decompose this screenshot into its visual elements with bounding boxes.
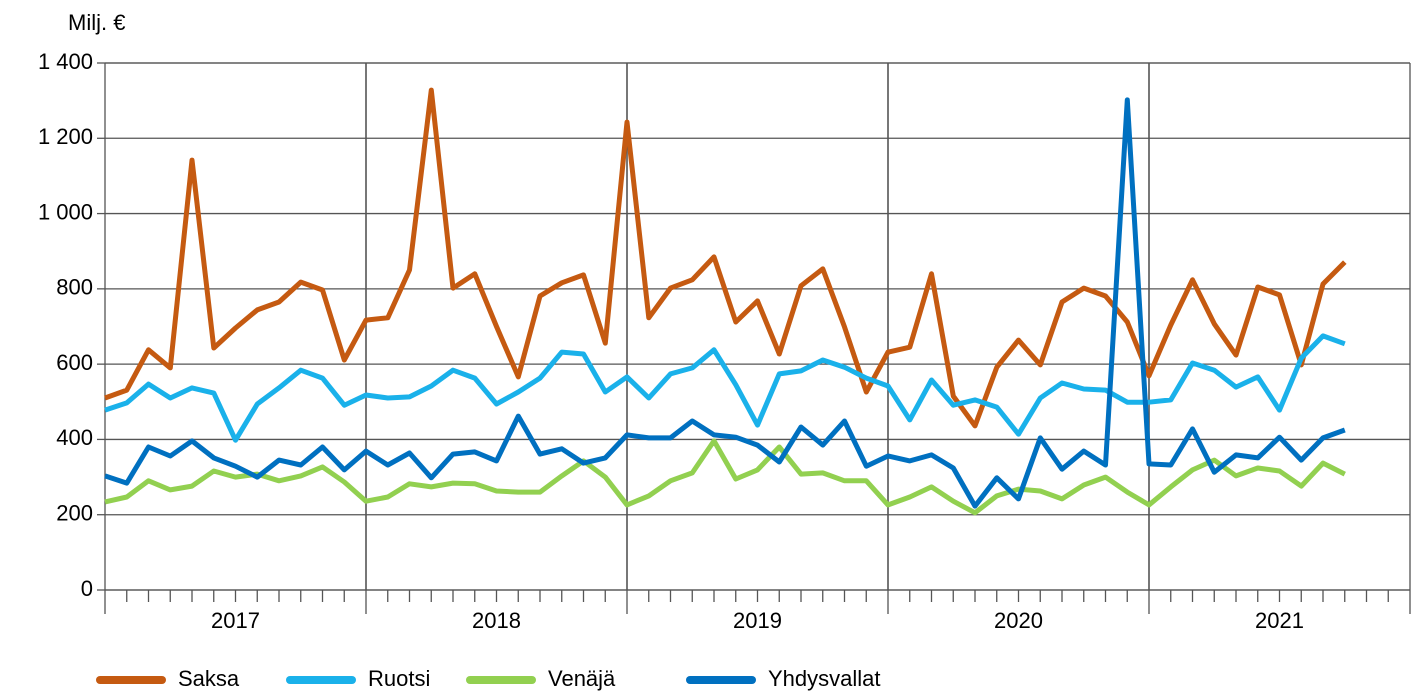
y-tick-label: 1 200 [38, 124, 93, 149]
series-line [104, 87, 1347, 429]
series-line [104, 333, 1346, 443]
y-tick-label: 200 [56, 501, 93, 526]
y-tick-label: 1 400 [38, 49, 93, 74]
x-group-label: 2020 [994, 608, 1043, 633]
legend-label: Venäjä [548, 666, 616, 691]
y-tick-label: 600 [56, 350, 93, 375]
legend-label: Saksa [178, 666, 240, 691]
x-group-label: 2017 [211, 608, 260, 633]
y-tick-label: 400 [56, 425, 93, 450]
x-group-label: 2018 [472, 608, 521, 633]
legend-label: Yhdysvallat [768, 666, 881, 691]
y-tick-label: 800 [56, 275, 93, 300]
y-axis-unit: Milj. € [68, 10, 125, 35]
x-group-label: 2021 [1255, 608, 1304, 633]
y-tick-label: 0 [81, 576, 93, 601]
series-line [104, 97, 1346, 509]
y-tick-label: 1 000 [38, 199, 93, 224]
x-group-label: 2019 [733, 608, 782, 633]
series-line [104, 438, 1346, 516]
legend-label: Ruotsi [368, 666, 430, 691]
